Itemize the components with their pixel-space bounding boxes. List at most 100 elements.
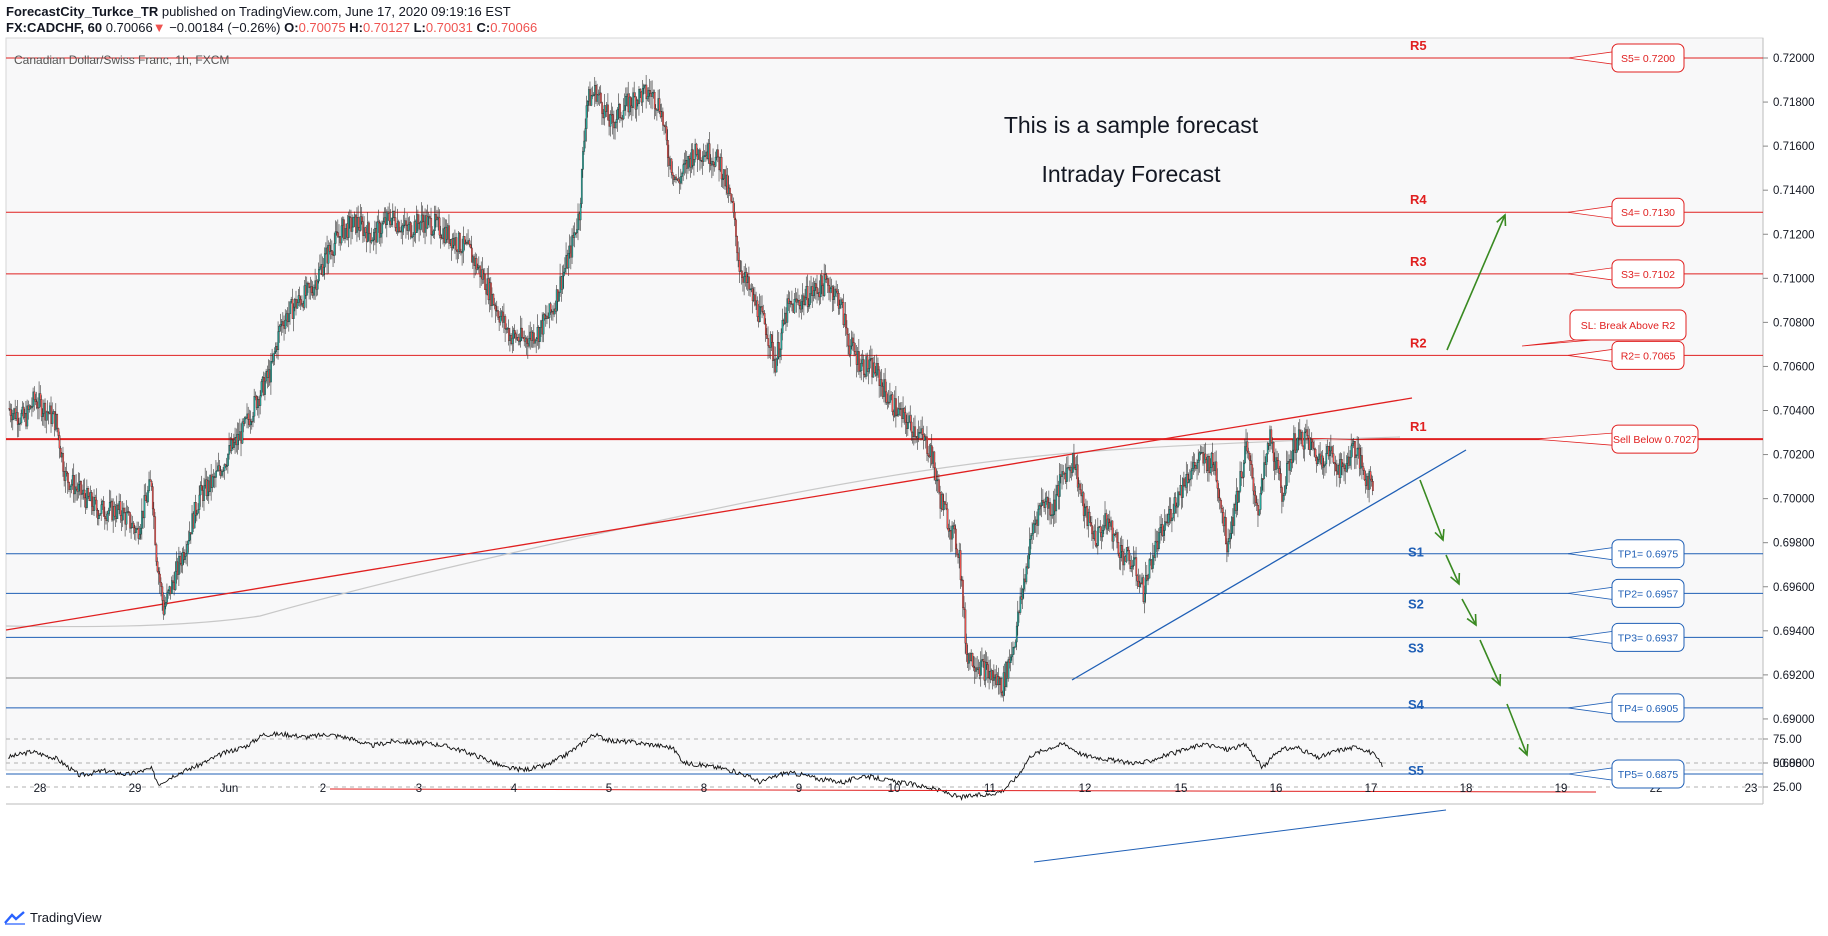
candle-body [1240,471,1243,478]
candle-body [351,226,354,232]
candle-body [800,301,803,310]
price-tick-label: 0.70200 [1773,450,1815,462]
candle-body [459,232,461,252]
candle-body [584,128,587,142]
candle-body [1058,474,1061,497]
candle-body [1282,495,1285,502]
candle-body [394,217,397,228]
candle-body [1329,450,1331,457]
callout-tp1: TP1= 0.6975 [1567,539,1685,569]
candle-body [160,581,163,587]
bearish-arrow-3 [1461,598,1477,627]
candle-body [282,321,284,326]
candle-body [639,89,642,93]
time-tick-label: 15 [1175,783,1188,795]
candle-body [185,553,188,557]
callout-r2: R2= 0.7065 [1567,340,1685,370]
candle-body [601,102,603,114]
candle-body [944,501,946,505]
low-label: L: [413,20,426,35]
candle-body [533,332,535,344]
candle-body [1127,547,1129,551]
candle-body [106,513,109,521]
candle-body [954,528,957,550]
price-tick-label: 0.70600 [1773,361,1815,373]
candle-body [815,283,817,288]
price-tick-label: 0.71200 [1773,229,1815,241]
candle-body [953,525,956,530]
candle-body [87,488,90,497]
candle-body [381,223,384,234]
candle-body [761,306,764,312]
author-name[interactable]: ForecastCity_Turkce_TR [6,4,159,19]
candle-body [159,573,161,583]
candle-body [625,96,627,106]
candle-body [926,436,929,454]
candle-body [1295,449,1298,453]
candle-body [1277,460,1280,469]
last-price: 0.70066 [105,20,153,35]
bearish-arrow-5-head [1518,743,1529,757]
candle-body [108,502,111,511]
candle-body [469,244,472,249]
candle-body [12,413,14,421]
candle-body [736,236,739,254]
callout-tp5-box [1611,759,1685,789]
candle-body [1216,480,1219,489]
symbol-label[interactable]: FX:CADCHF, 60 [6,20,103,35]
candle-body [1012,647,1015,655]
candle-body [334,231,337,244]
candle-body [1242,462,1245,478]
candle-body [1097,527,1099,546]
candle-body [693,159,695,166]
candle-body [521,327,523,338]
bearish-arrow-4 [1479,639,1502,687]
candle-body [885,391,888,403]
candle-body [51,413,54,424]
candle-body [187,540,190,545]
candle-body [1284,485,1287,494]
candle-body [682,164,685,174]
candle-body [387,211,390,214]
candle-body [629,96,632,107]
candle-body [139,527,142,535]
time-tick-label: 4 [511,783,518,795]
candle-body [671,172,674,176]
candle-body [154,516,157,545]
candle-body [1164,521,1166,531]
price-tick-label: 0.71400 [1773,185,1815,197]
candle-body [528,338,531,347]
candle-body [161,586,164,601]
candle-body [419,221,422,230]
candle-body [1354,441,1356,458]
candle-body [215,470,217,478]
candle-body [1088,511,1091,523]
candle-body [964,609,967,644]
price-tick-label: 0.71600 [1773,141,1815,153]
candle-body [665,126,668,141]
high-label: H: [349,20,363,35]
candle-body [1183,478,1185,486]
candle-body [1136,575,1139,582]
candle-body [81,493,84,495]
rsi-tick-label: 25.00 [1773,782,1802,794]
candle-body [1174,497,1177,507]
candle-body [938,479,940,493]
candle-body [567,253,570,269]
candle-body [1143,593,1146,602]
price-change: −0.00184 (−0.26%) [169,20,281,35]
candle-body [1244,446,1246,464]
time-tick-label: 9 [796,783,802,795]
candle-body [167,590,170,593]
candle-body [198,494,201,510]
candle-body [56,414,59,429]
candle-body [846,327,848,335]
candle-body [1076,464,1079,488]
candle-body [1099,526,1102,533]
tradingview-footer[interactable]: TradingView [4,910,102,925]
candle-body [1193,462,1196,466]
support-label-s4: S4 [1408,697,1425,712]
candle-body [1198,452,1201,461]
bullish-arrow [1446,213,1507,351]
